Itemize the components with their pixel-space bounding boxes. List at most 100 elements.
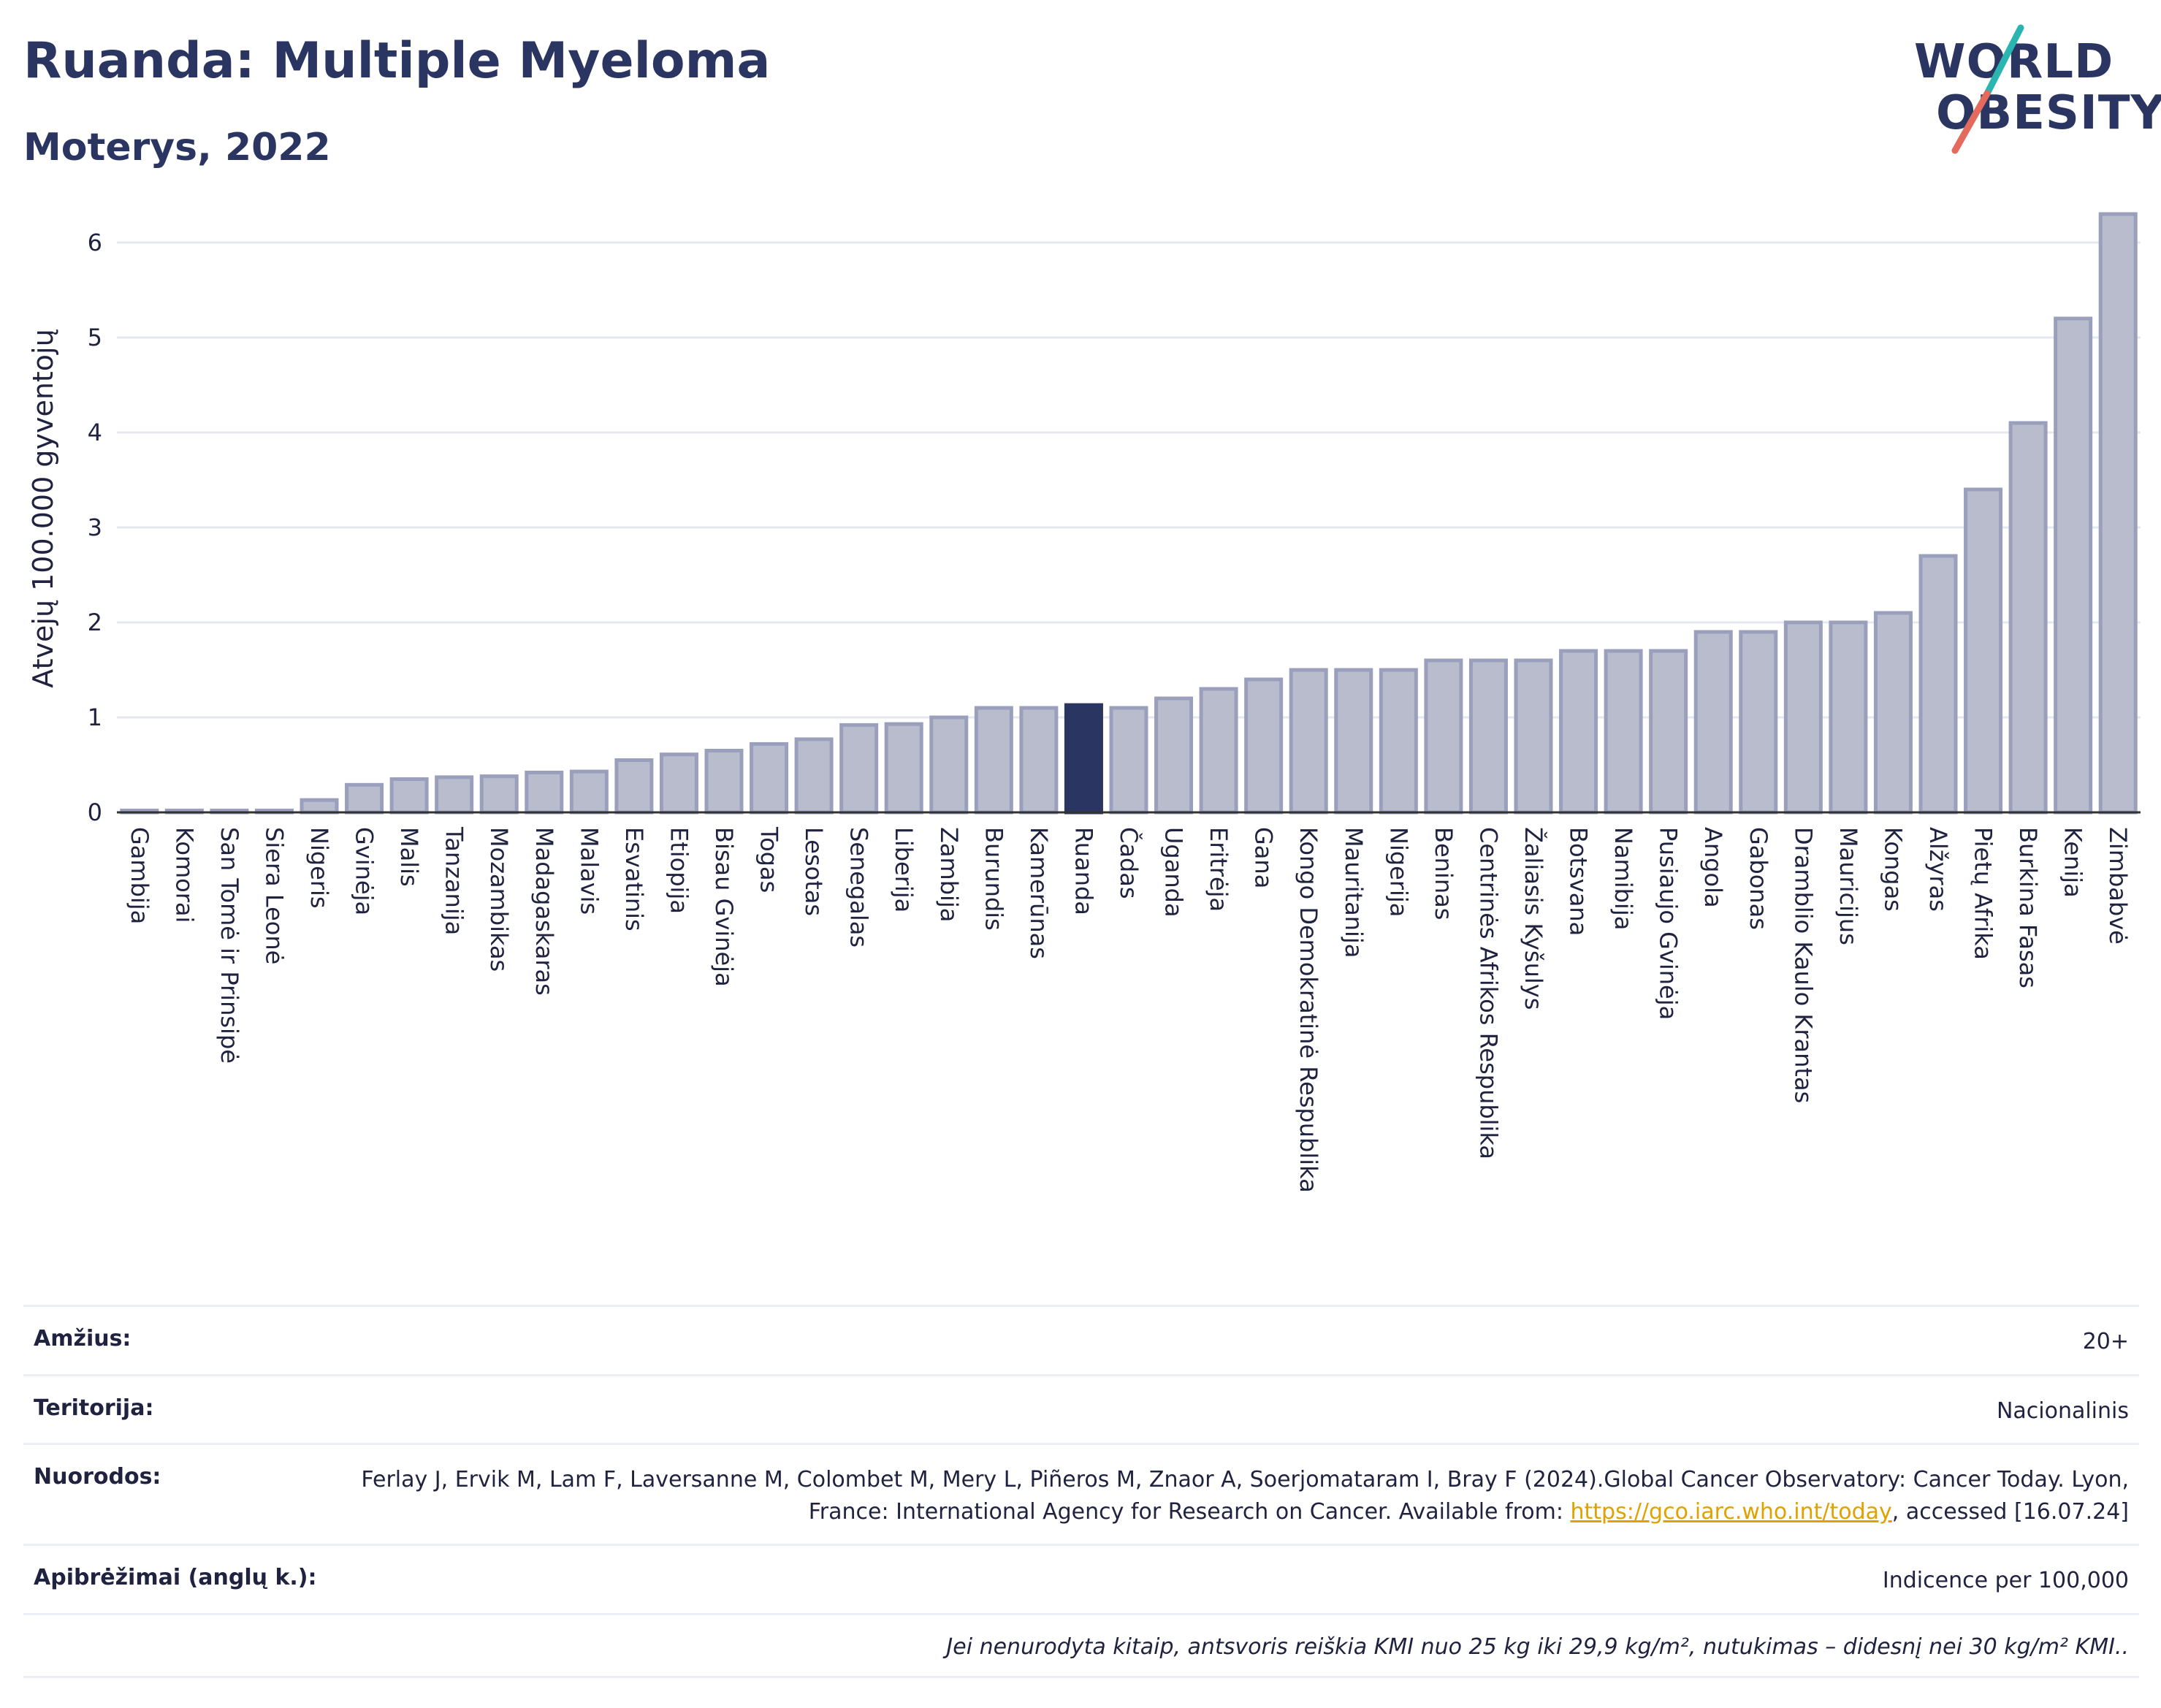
bar: [2008, 421, 2048, 815]
page-title: Ruanda: Multiple Myeloma: [23, 32, 771, 90]
bar-chart: 0 1 2 3 4 5 6 Atvejų 100.000 gyventojų Gambija Ko…: [27, 212, 2141, 1193]
references-link[interactable]: https://gco.iarc.who.int/today: [1570, 1498, 1892, 1525]
x-tick-label: Centrinės Afrikos Respublika: [1474, 827, 1502, 1159]
y-tick-label: 3: [88, 514, 102, 541]
x-tick-label: Gana: [1250, 827, 1278, 888]
x-tick-label: Čadas: [1115, 827, 1143, 899]
x-tick-label: Ruanda: [1070, 827, 1097, 915]
bar: [1109, 706, 1148, 815]
definitions-value: Indicence per 100,000: [1882, 1568, 2129, 1593]
x-tick-label: Liberija: [890, 827, 918, 912]
x-tick-label: Siera Leonė: [260, 827, 288, 964]
y-axis-label: Atvejų 100.000 gyventojų: [27, 329, 59, 687]
x-tick-label: Botsvana: [1565, 827, 1593, 936]
bar: [1019, 706, 1059, 815]
bar: [1918, 554, 1958, 815]
x-tick-label: Kongo Demokratinė Respublika: [1295, 827, 1322, 1193]
x-tick-label: Kenija: [2059, 827, 2087, 898]
x-tick-label: Madagaskaras: [530, 827, 558, 996]
bar: [614, 758, 654, 815]
x-tick-label: Zambija: [935, 827, 963, 922]
info-table: Amžius: 20+ Teritorija: Nacionalinis Nuo…: [23, 1305, 2139, 1678]
x-tick-label: Mauritanija: [1340, 827, 1368, 958]
bar: [569, 769, 609, 815]
bar: [1783, 620, 1823, 815]
bar: [929, 715, 969, 815]
bar: [1559, 649, 1598, 815]
age-label: Amžius:: [34, 1326, 132, 1351]
bar: [1514, 658, 1553, 815]
bar: [1244, 677, 1284, 815]
bar: [839, 723, 879, 815]
x-tick-label: Gabonas: [1745, 827, 1772, 930]
bar: [1604, 649, 1643, 815]
x-tick-label: Angola: [1699, 827, 1727, 908]
x-tick-label: Žaliasis Kyšulys: [1520, 827, 1547, 1010]
bar: [2054, 316, 2093, 815]
x-tick-label: Kongas: [1879, 827, 1907, 912]
x-tick-label: Malavis: [575, 827, 603, 915]
world-obesity-logo: WORLD OBESITY: [1899, 22, 2161, 161]
x-tick-label: Gvinėja: [351, 827, 378, 915]
x-tick-label: Burkina Fasas: [2014, 827, 2042, 988]
references-label: Nuorodos:: [34, 1464, 161, 1490]
footnote: Jei nenurodyta kitaip, antsvoris reiškia…: [946, 1633, 2129, 1660]
bar: [525, 770, 564, 815]
x-tick-label: Dramblio Kaulo Krantas: [1789, 827, 1817, 1103]
bar: [794, 737, 834, 815]
x-tick-label: Komorai: [170, 827, 198, 923]
bar: [1964, 487, 2003, 815]
y-tick-label: 6: [88, 229, 102, 256]
y-tick-label: 2: [88, 609, 102, 636]
x-tick-label: Senegalas: [845, 827, 873, 948]
bar: [389, 777, 429, 815]
bar: [435, 775, 474, 815]
y-tick-label: 0: [88, 798, 102, 826]
x-tick-label: Mauricijus: [1834, 827, 1862, 945]
bar: [1739, 630, 1778, 815]
bar: [1649, 649, 1688, 815]
bar: [884, 722, 923, 815]
bar: [1829, 620, 1868, 815]
references-text: Ferlay J, Ervik M, Lam F, Laversanne M, …: [361, 1467, 2129, 1525]
bar: [300, 798, 339, 815]
info-row-age: Amžius: 20+: [23, 1305, 2139, 1374]
x-tick-label: Gambija: [126, 827, 153, 924]
x-tick-label: Namibija: [1609, 827, 1637, 930]
x-tick-label: Togas: [755, 826, 783, 893]
x-tick-label: Mozambikas: [485, 827, 513, 972]
x-tick-label: Beninas: [1430, 827, 1457, 920]
x-tick-label: Eritrėja: [1205, 827, 1232, 912]
logo-slash-icon: [1951, 24, 2024, 154]
x-tick-label: Pusiaujo Gvinėja: [1655, 827, 1682, 1020]
bar: [1468, 658, 1508, 815]
bar: [1289, 668, 1328, 815]
bar: [1873, 611, 1913, 815]
bar: [1334, 668, 1373, 815]
references-accessed: , accessed [16.07.24]: [1891, 1498, 2129, 1525]
bar: [1693, 630, 1733, 815]
definitions-label: Apibrėžimai (anglų k.):: [34, 1565, 317, 1590]
x-tick-label: Etiopija: [665, 827, 693, 914]
info-row-references: Nuorodos: Ferlay J, Ervik M, Lam F, Lave…: [23, 1443, 2139, 1544]
x-tick-label: Nigeris: [305, 827, 333, 909]
bar: [659, 752, 698, 815]
bar: [1199, 687, 1238, 815]
x-tick-label: San Tomė ir Prinsipė: [216, 827, 243, 1064]
bar: [2098, 212, 2138, 815]
bar: [1154, 696, 1194, 815]
x-tick-label: Uganda: [1160, 827, 1188, 918]
y-tick-label: 4: [88, 419, 102, 446]
x-tick-label: Alžyras: [1924, 827, 1952, 912]
x-tick-label: Lesotas: [800, 827, 828, 916]
info-row-note: Jei nenurodyta kitaip, antsvoris reiškia…: [23, 1612, 2139, 1678]
territory-label: Teritorija:: [34, 1395, 154, 1421]
bar: [479, 774, 519, 815]
x-tick-label: Tanzanija: [441, 826, 468, 935]
info-row-territory: Teritorija: Nacionalinis: [23, 1373, 2139, 1444]
bar: [1424, 658, 1463, 815]
x-tick-label: Esvatinis: [620, 827, 648, 931]
page-subtitle: Moterys, 2022: [23, 126, 331, 169]
x-tick-label: Kamerūnas: [1025, 827, 1053, 959]
y-tick-label: 5: [88, 324, 102, 351]
